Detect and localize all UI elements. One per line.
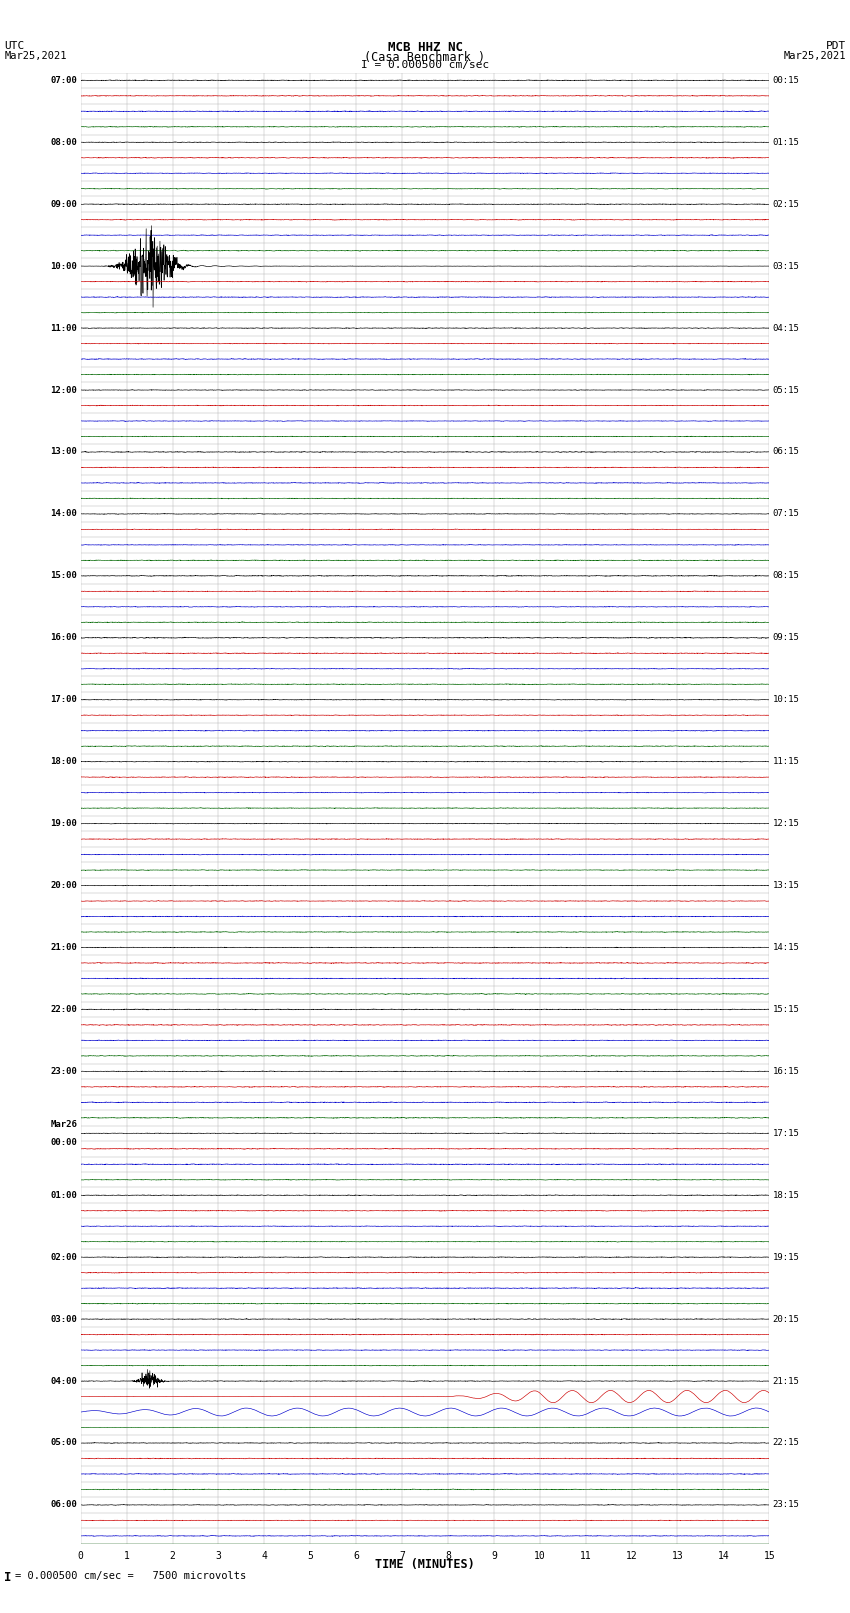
Text: 12: 12 <box>626 1552 638 1561</box>
Text: 22:00: 22:00 <box>50 1005 77 1015</box>
Text: 00:00: 00:00 <box>50 1137 77 1147</box>
Text: 02:15: 02:15 <box>773 200 800 208</box>
Text: 02:00: 02:00 <box>50 1253 77 1261</box>
Text: 06:00: 06:00 <box>50 1500 77 1510</box>
Text: 07:00: 07:00 <box>50 76 77 85</box>
Text: 17:15: 17:15 <box>773 1129 800 1137</box>
Text: 06:15: 06:15 <box>773 447 800 456</box>
Text: Mar26: Mar26 <box>50 1119 77 1129</box>
Text: 7: 7 <box>400 1552 405 1561</box>
Text: 11: 11 <box>580 1552 592 1561</box>
Text: 23:00: 23:00 <box>50 1066 77 1076</box>
Text: 22:15: 22:15 <box>773 1439 800 1447</box>
Text: 18:00: 18:00 <box>50 756 77 766</box>
Text: MCB HHZ NC: MCB HHZ NC <box>388 40 462 55</box>
Text: 12:00: 12:00 <box>50 386 77 395</box>
Text: 21:15: 21:15 <box>773 1376 800 1386</box>
Text: 10: 10 <box>534 1552 546 1561</box>
Text: 18:15: 18:15 <box>773 1190 800 1200</box>
Text: 01:00: 01:00 <box>50 1190 77 1200</box>
Text: 21:00: 21:00 <box>50 944 77 952</box>
Text: = 0.000500 cm/sec =   7500 microvolts: = 0.000500 cm/sec = 7500 microvolts <box>15 1571 246 1581</box>
Text: TIME (MINUTES): TIME (MINUTES) <box>375 1558 475 1571</box>
Text: 10:15: 10:15 <box>773 695 800 705</box>
Text: 13:15: 13:15 <box>773 881 800 890</box>
Text: 07:15: 07:15 <box>773 510 800 518</box>
Text: (Casa Benchmark ): (Casa Benchmark ) <box>365 50 485 65</box>
Text: 2: 2 <box>170 1552 175 1561</box>
Text: 14:00: 14:00 <box>50 510 77 518</box>
Text: 17:00: 17:00 <box>50 695 77 705</box>
Text: 05:15: 05:15 <box>773 386 800 395</box>
Text: I = 0.000500 cm/sec: I = 0.000500 cm/sec <box>361 60 489 69</box>
Text: 1: 1 <box>124 1552 129 1561</box>
Text: 15: 15 <box>763 1552 775 1561</box>
Text: 03:00: 03:00 <box>50 1315 77 1324</box>
Text: 08:00: 08:00 <box>50 137 77 147</box>
Text: 16:15: 16:15 <box>773 1066 800 1076</box>
Text: 14:15: 14:15 <box>773 944 800 952</box>
Text: 09:15: 09:15 <box>773 634 800 642</box>
Text: 08:15: 08:15 <box>773 571 800 581</box>
Text: 8: 8 <box>445 1552 451 1561</box>
Text: 19:15: 19:15 <box>773 1253 800 1261</box>
Text: 19:00: 19:00 <box>50 819 77 827</box>
Text: 12:15: 12:15 <box>773 819 800 827</box>
Text: 9: 9 <box>491 1552 496 1561</box>
Text: UTC: UTC <box>4 40 25 52</box>
Text: 04:15: 04:15 <box>773 324 800 332</box>
Text: 5: 5 <box>308 1552 313 1561</box>
Text: 0: 0 <box>78 1552 83 1561</box>
Text: 00:15: 00:15 <box>773 76 800 85</box>
Text: 20:15: 20:15 <box>773 1315 800 1324</box>
Text: Mar25,2021: Mar25,2021 <box>783 50 846 61</box>
Text: 10:00: 10:00 <box>50 261 77 271</box>
Text: PDT: PDT <box>825 40 846 52</box>
Text: 09:00: 09:00 <box>50 200 77 208</box>
Text: 20:00: 20:00 <box>50 881 77 890</box>
Text: I: I <box>4 1571 12 1584</box>
Text: 01:15: 01:15 <box>773 137 800 147</box>
Text: 15:00: 15:00 <box>50 571 77 581</box>
Text: 15:15: 15:15 <box>773 1005 800 1015</box>
Text: 16:00: 16:00 <box>50 634 77 642</box>
Text: 11:00: 11:00 <box>50 324 77 332</box>
Text: 04:00: 04:00 <box>50 1376 77 1386</box>
Text: 4: 4 <box>262 1552 267 1561</box>
Text: 11:15: 11:15 <box>773 756 800 766</box>
Text: 13: 13 <box>672 1552 683 1561</box>
Text: 23:15: 23:15 <box>773 1500 800 1510</box>
Text: 05:00: 05:00 <box>50 1439 77 1447</box>
Text: 3: 3 <box>216 1552 221 1561</box>
Text: Mar25,2021: Mar25,2021 <box>4 50 67 61</box>
Text: 13:00: 13:00 <box>50 447 77 456</box>
Text: 6: 6 <box>354 1552 359 1561</box>
Text: 03:15: 03:15 <box>773 261 800 271</box>
Text: 14: 14 <box>717 1552 729 1561</box>
